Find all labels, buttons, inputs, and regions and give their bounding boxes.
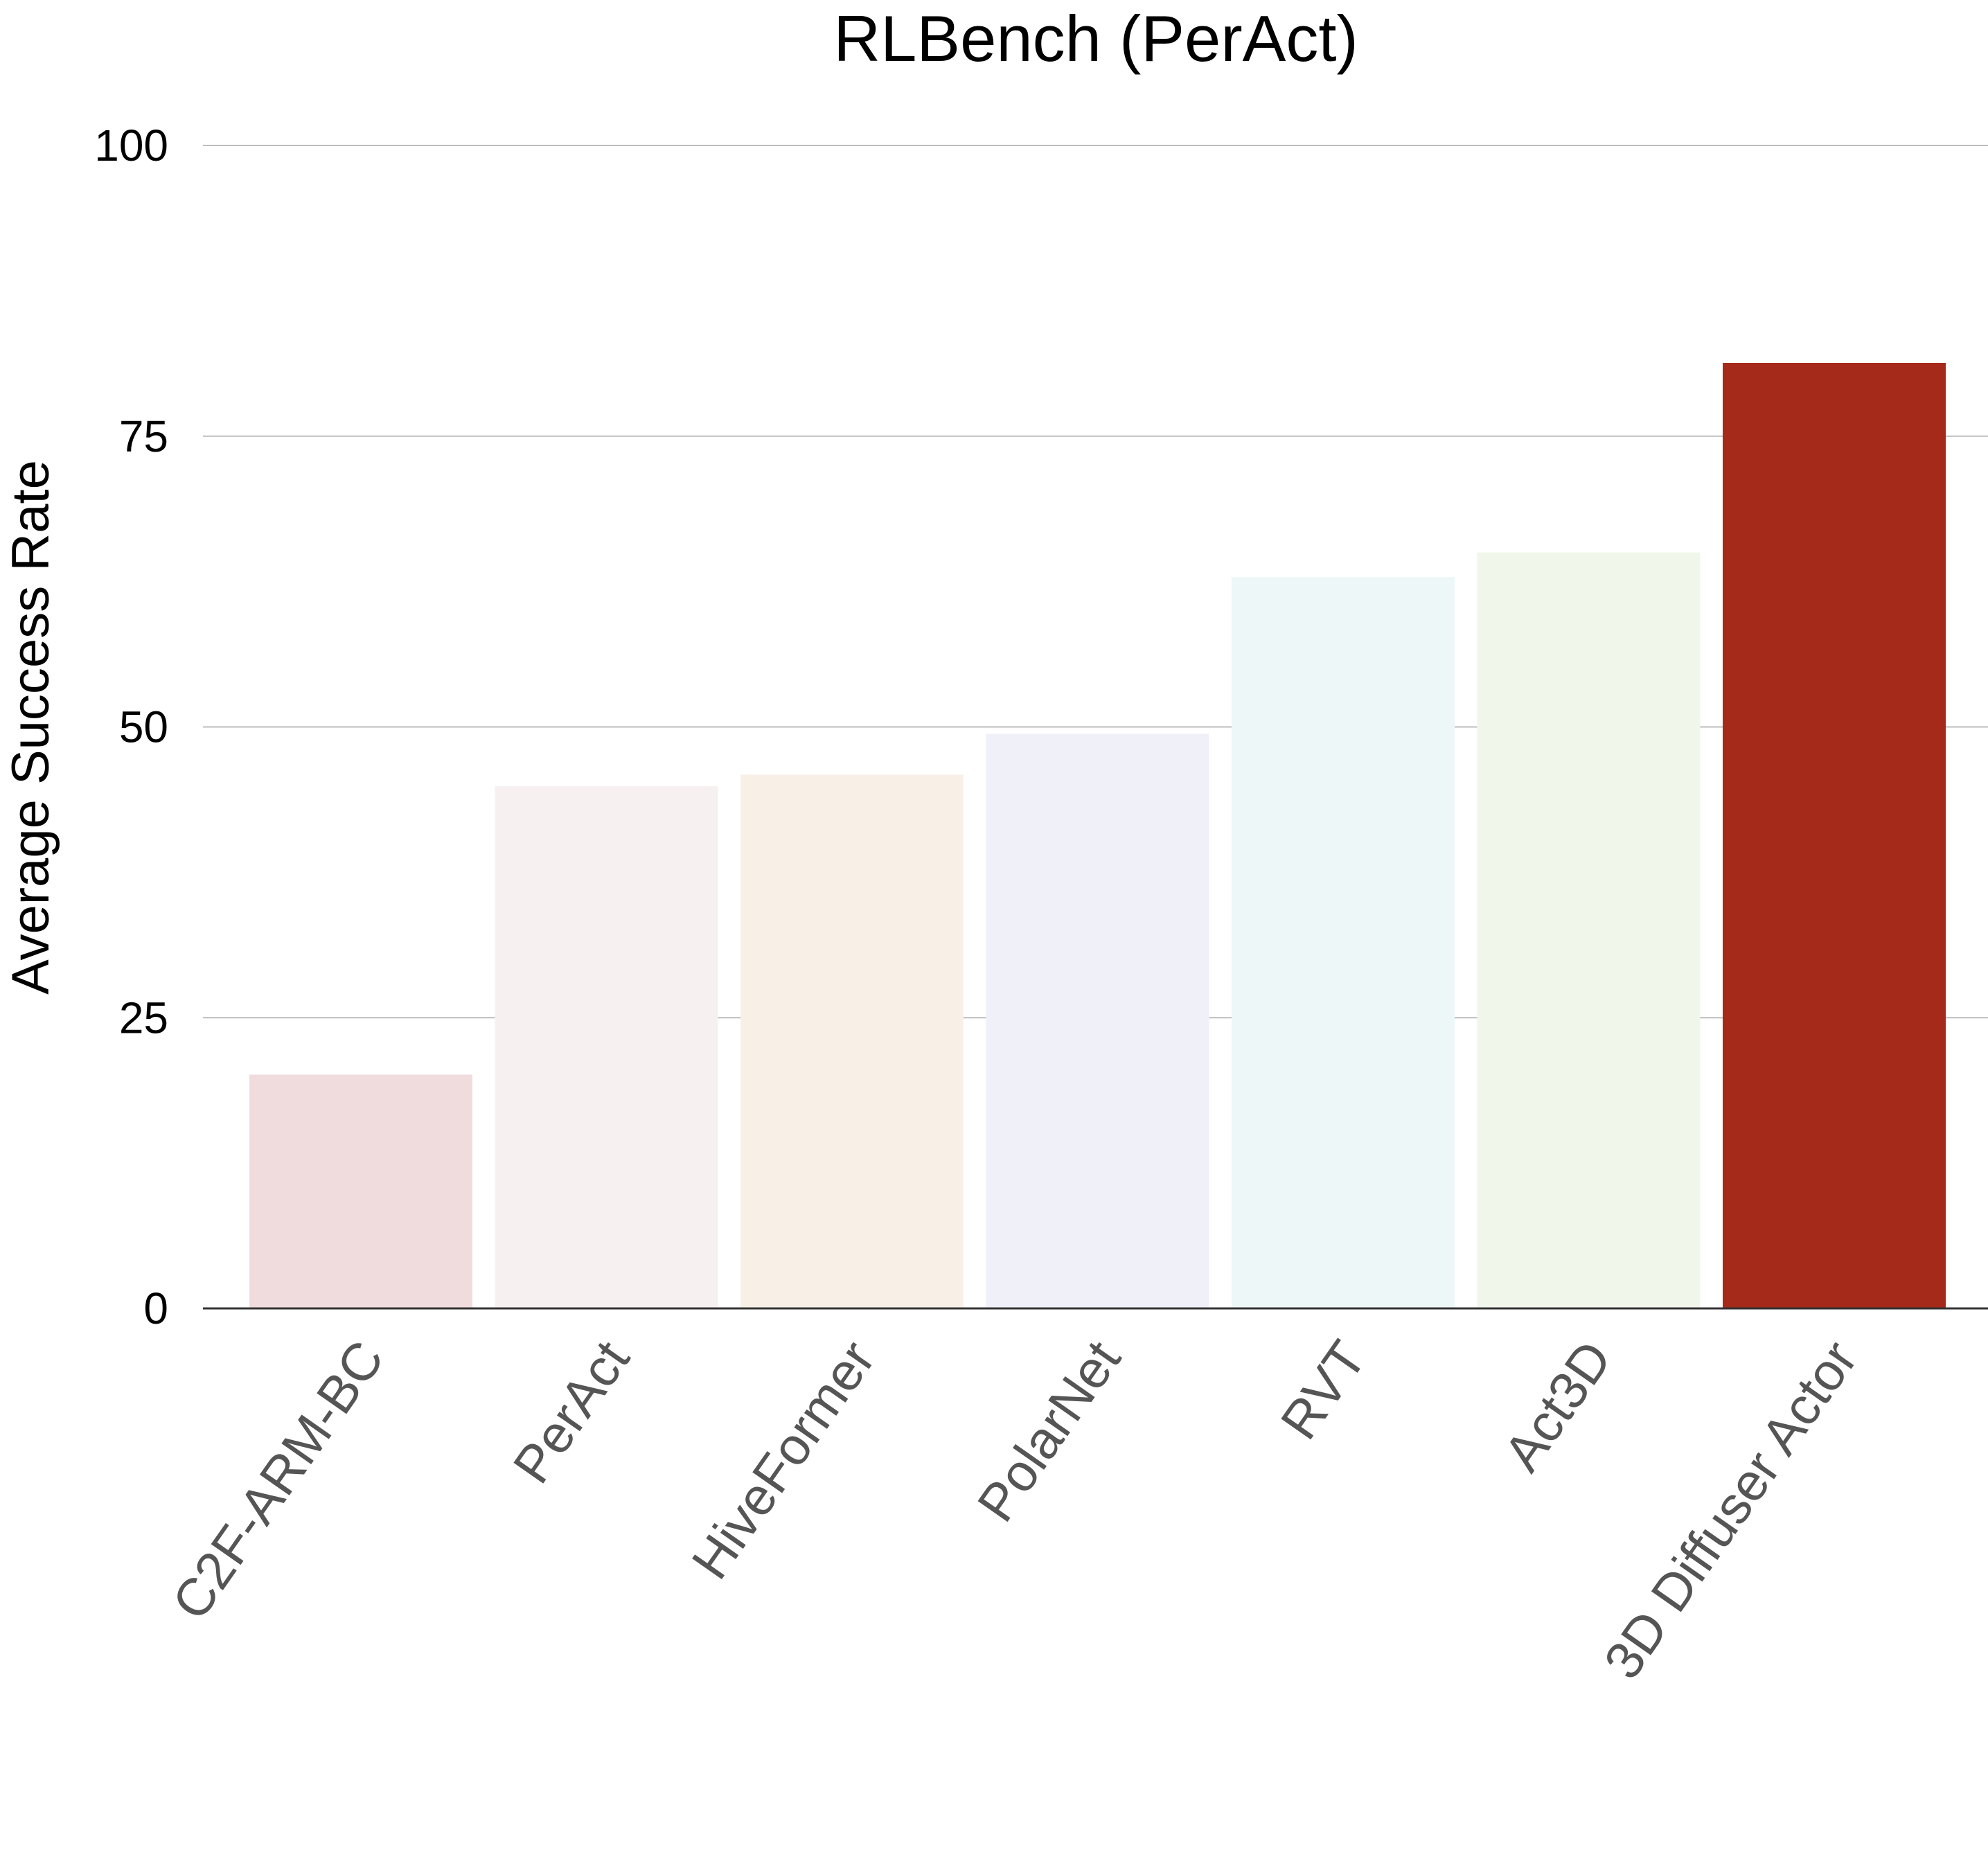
y-axis-ticks: 0 25 50 75 100: [94, 121, 168, 1333]
y-tick-label: 0: [143, 1283, 168, 1333]
bar-polarnet: [986, 734, 1209, 1308]
x-tick-label: PolarNet: [966, 1331, 1132, 1532]
y-axis-label: Average Success Rate: [1, 460, 60, 995]
x-tick-label: C2F-ARM-BC: [161, 1331, 395, 1630]
x-tick-label: PerAct: [502, 1331, 641, 1494]
x-axis-ticks: C2F-ARM-BC PerAct HiveFormer PolarNet RVT Act…: [161, 1331, 1868, 1689]
x-tick-label: HiveFormer: [681, 1331, 887, 1590]
chart-title: RLBench (PerAct): [833, 2, 1358, 75]
bar-3d-diffuser-actor: [1723, 362, 1946, 1308]
x-tick-label: 3D Diffuser Actor: [1593, 1331, 1869, 1689]
bars: [249, 362, 1946, 1309]
bar-hiveformer: [740, 774, 964, 1308]
y-tick-label: 100: [94, 121, 168, 170]
x-tick-label: Act3D: [1493, 1331, 1623, 1482]
y-tick-label: 50: [119, 702, 168, 752]
y-tick-label: 25: [119, 993, 168, 1042]
bar-rvt: [1232, 576, 1455, 1309]
bar-peract: [495, 786, 718, 1308]
bar-act3d: [1477, 552, 1701, 1308]
x-tick-label: RVT: [1270, 1331, 1378, 1450]
y-tick-label: 75: [119, 411, 168, 461]
bar-c2f-arm-bc: [249, 1074, 472, 1308]
